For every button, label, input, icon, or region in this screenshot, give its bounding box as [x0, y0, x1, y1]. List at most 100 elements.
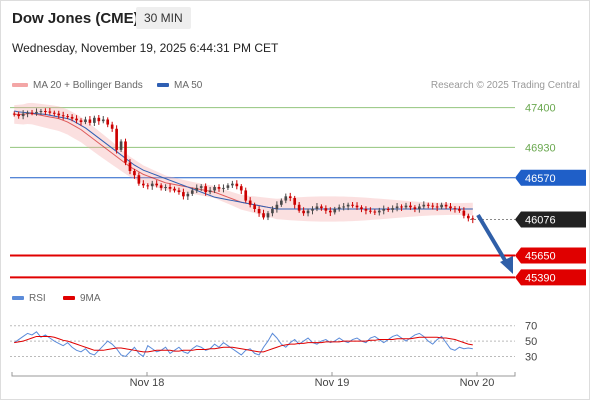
candle-body [257, 209, 261, 214]
candle-body [400, 206, 403, 208]
rsi-line [13, 331, 473, 358]
candle-body [93, 117, 96, 123]
candle-body [466, 215, 470, 219]
rsi-layer: 30 50 70 [10, 321, 537, 363]
timestamp: Wednesday, November 19, 2025 6:44:31 PM … [12, 41, 279, 55]
level-tag-label-45650: 45650 [525, 250, 556, 262]
candle-body [168, 187, 172, 189]
candle-body [133, 171, 136, 176]
timeframe-button[interactable]: 30 MIN [136, 7, 191, 29]
candle-body [351, 204, 354, 206]
candle-body [52, 112, 56, 114]
candle-body [213, 187, 216, 191]
candle-body [337, 207, 341, 209]
legend-bollinger: MA 20 + Bollinger Bands [12, 80, 143, 91]
level-tag-label-46570: 46570 [525, 173, 556, 185]
candle-body [449, 206, 452, 209]
candle-body [355, 205, 359, 208]
candle-body [360, 207, 363, 209]
candle-body [320, 206, 323, 209]
candle-body [101, 119, 105, 122]
forecast-arrow-head [500, 256, 513, 274]
legend-bollinger-label: MA 20 + Bollinger Bands [33, 80, 143, 91]
rsi-ma-line [14, 335, 473, 353]
bollinger-band [14, 102, 473, 222]
candle-body [413, 207, 417, 209]
legend-ma50-label: MA 50 [174, 80, 203, 91]
candle-body [444, 204, 448, 207]
candle-body [204, 186, 207, 193]
ma50-swatch [157, 83, 169, 88]
candle-body [395, 206, 399, 209]
candle-body [231, 183, 234, 186]
candle-body [391, 208, 394, 210]
candle-body [288, 196, 292, 199]
candle-body [364, 209, 368, 211]
candle-body [311, 209, 314, 211]
level-label-47400: 47400 [525, 103, 556, 115]
candle-body [110, 124, 114, 129]
candle-body [328, 210, 332, 213]
candle-body [315, 206, 319, 209]
candle-body [440, 204, 443, 208]
candle-body [70, 116, 74, 119]
candles-layer [12, 108, 513, 274]
candle-body [150, 183, 154, 187]
candle-body [39, 111, 43, 113]
candle-body [226, 185, 230, 188]
candle-body [275, 204, 279, 209]
candle-body [369, 210, 372, 212]
candle-body [75, 118, 78, 121]
candle-body [115, 128, 118, 150]
candle-body [293, 198, 297, 205]
level-label-46930: 46930 [525, 142, 556, 154]
candle-body [262, 213, 265, 218]
candle-body [12, 113, 16, 115]
candle-body [373, 211, 377, 213]
level-tags-layer: 47400 46930 46570 46076 45650 45390 [515, 103, 586, 286]
rsi-tick-label: 30 [525, 351, 537, 363]
candle-body [342, 206, 346, 208]
candle-body [284, 196, 288, 201]
candle-body [17, 114, 21, 117]
candle-body [418, 206, 421, 209]
candle-body [66, 116, 69, 118]
legend-ma50: MA 50 [157, 80, 202, 91]
candle-body [382, 209, 386, 211]
rsi-swatch [12, 296, 24, 301]
candle-body [79, 120, 83, 123]
candle-body [222, 187, 225, 189]
level-tag-46076 [515, 211, 586, 228]
candle-body [173, 188, 176, 191]
levels-layer [10, 107, 515, 279]
candle-body [253, 204, 256, 209]
candle-body [248, 200, 252, 205]
candle-body [35, 111, 38, 114]
candle-body [88, 119, 92, 123]
candle-body [462, 210, 466, 216]
level-tag-label-46076: 46076 [525, 214, 556, 226]
ma-layer [14, 110, 473, 210]
candle-body [346, 204, 350, 207]
candle-body [195, 187, 199, 191]
candle-body [266, 213, 270, 218]
rsi-tick-label: 50 [525, 336, 537, 348]
candle-body [137, 175, 141, 184]
candle-body [333, 209, 337, 213]
candle-body [141, 183, 145, 186]
candle-body [404, 205, 408, 208]
level-tag-45390 [515, 269, 586, 286]
candle-body [208, 190, 212, 193]
candle-body [155, 183, 159, 186]
x-tick-label: Nov 20 [460, 377, 495, 389]
candle-body [44, 111, 47, 113]
ma50-line [14, 110, 473, 210]
candle-body [159, 185, 163, 188]
legend-rsi-ma: 9MA [63, 293, 101, 304]
candle-body [199, 186, 203, 188]
candle-body [244, 190, 248, 201]
legend-rsi-ma-label: 9MA [80, 293, 101, 304]
x-tick-label: Nov 18 [130, 377, 165, 389]
level-tag-45650 [515, 247, 586, 264]
